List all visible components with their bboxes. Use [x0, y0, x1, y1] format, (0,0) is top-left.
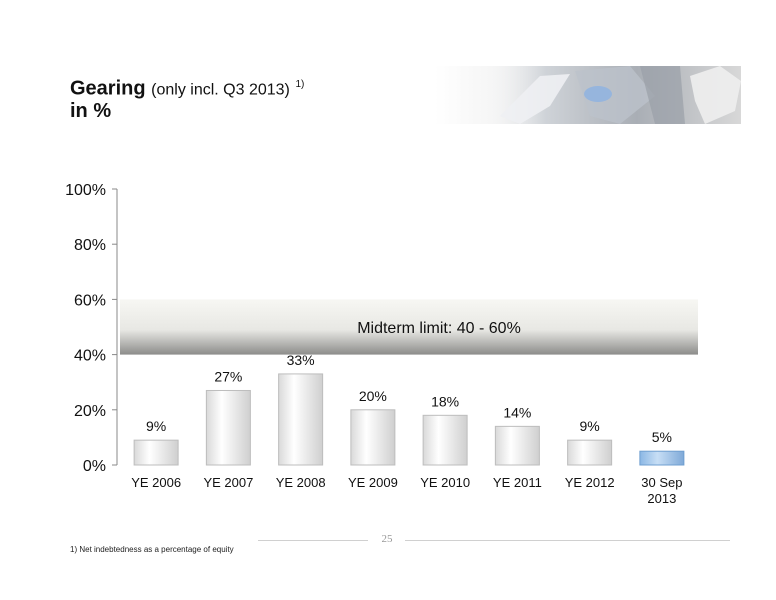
category-label-8: 30 Sep 2013	[641, 475, 682, 506]
category-label-2: YE 2007	[203, 475, 253, 490]
midterm-limit-label: Midterm limit: 40 - 60%	[357, 320, 521, 337]
bar-5	[422, 414, 468, 466]
category-label-7: YE 2012	[565, 475, 615, 490]
footnote: 1) Net indebtedness as a percentage of e…	[70, 545, 234, 554]
value-label-8: 5%	[652, 429, 672, 445]
category-label-1: YE 2006	[131, 475, 181, 490]
category-label-4: YE 2009	[348, 475, 398, 490]
value-label-1: 9%	[146, 418, 166, 434]
value-label-3: 33%	[287, 352, 315, 368]
value-label-7: 9%	[580, 418, 600, 434]
footer-line-left	[258, 540, 368, 541]
value-label-2: 27%	[214, 368, 242, 384]
y-tick-label-100: 100%	[65, 182, 106, 199]
header-photo	[480, 66, 741, 124]
midterm-limit-band	[120, 299, 698, 355]
y-tick-label-20: 20%	[74, 403, 106, 420]
bar-2	[205, 389, 251, 466]
bar-6	[494, 425, 540, 466]
chart-title-footnote-ref: 1)	[295, 79, 305, 90]
chart-title-main: Gearing	[70, 77, 146, 100]
bar-4	[350, 409, 396, 466]
chart-subtitle: in %	[70, 100, 112, 122]
category-label-5: YE 2010	[420, 475, 470, 490]
value-label-4: 20%	[359, 388, 387, 404]
chart-title: Gearing (only incl. Q3 2013) 1)	[70, 73, 304, 103]
value-label-5: 18%	[431, 393, 459, 409]
value-label-6: 14%	[503, 404, 531, 420]
y-tick-label-40: 40%	[74, 348, 106, 365]
y-tick-label-60: 60%	[74, 292, 106, 309]
page-number: 25	[381, 533, 393, 545]
bar-1	[133, 439, 179, 466]
footer-line-right	[405, 540, 730, 541]
category-label-3: YE 2008	[276, 475, 326, 490]
y-tick-label-0: 0%	[83, 458, 106, 475]
category-label-6: YE 2011	[493, 475, 542, 490]
y-tick-label-80: 80%	[74, 237, 106, 254]
bar-3	[278, 373, 324, 466]
chart-title-qualifier: (only incl. Q3 2013)	[151, 81, 290, 99]
bar-7	[567, 439, 613, 466]
bar-8	[639, 450, 685, 466]
